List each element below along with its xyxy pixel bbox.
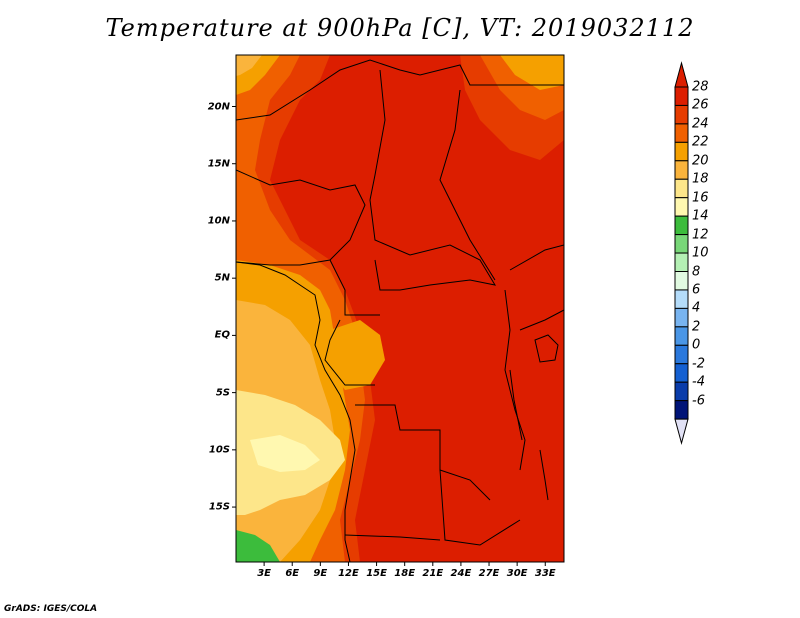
lon-tick-label: 30E bbox=[506, 568, 528, 579]
colorbar-segment bbox=[674, 123, 689, 143]
lat-ticks bbox=[232, 106, 236, 508]
colorbar-label: -6 bbox=[692, 393, 705, 409]
colorbar-label: -4 bbox=[692, 374, 705, 390]
map-frame bbox=[235, 54, 565, 563]
lon-tick-label: 21E bbox=[422, 568, 444, 579]
lat-tick-label: 15N bbox=[207, 158, 230, 170]
lat-tick-label: 15S bbox=[208, 501, 230, 513]
coastline-west bbox=[236, 261, 356, 562]
colorbar-label: 24 bbox=[692, 116, 709, 132]
lake-malawi bbox=[539, 449, 549, 501]
lake-victoria bbox=[534, 334, 559, 363]
colorbar-label: 28 bbox=[692, 79, 709, 95]
colorbar-segment bbox=[674, 307, 689, 328]
footer-credit: GrADS: IGES/COLA bbox=[4, 604, 98, 614]
colorbar-label: 0 bbox=[692, 337, 701, 353]
border-drc-angola bbox=[355, 404, 491, 501]
lake-tanganyika bbox=[509, 369, 523, 441]
colorbar-label: 22 bbox=[692, 134, 709, 150]
border-lines-north bbox=[236, 59, 564, 121]
colorbar-segment bbox=[674, 104, 689, 125]
colorbar-label: 18 bbox=[692, 171, 709, 187]
colorbar-segment bbox=[674, 178, 689, 199]
colorbar-segment bbox=[674, 271, 689, 291]
lat-tick-label: 20N bbox=[207, 101, 230, 112]
lon-tick-label: 24E bbox=[450, 568, 472, 579]
lon-tick-label: 3E bbox=[257, 568, 272, 579]
lon-ticks bbox=[263, 562, 546, 566]
colorbar-segment bbox=[674, 86, 689, 106]
lon-tick-label: 18E bbox=[394, 568, 416, 579]
lat-tick-label: EQ bbox=[214, 329, 230, 341]
border-gabon-congo bbox=[324, 319, 375, 386]
colorbar-label: 20 bbox=[692, 153, 709, 169]
colorbar-label: 26 bbox=[692, 97, 709, 113]
temperature-field bbox=[236, 55, 564, 562]
lon-tick-label: 6E bbox=[285, 568, 300, 579]
lon-tick-label: 27E bbox=[478, 568, 500, 579]
border-south bbox=[344, 534, 441, 541]
colorbar-label: 10 bbox=[692, 245, 709, 261]
colorbar-segment bbox=[674, 160, 689, 180]
colorbar-segment bbox=[674, 252, 689, 273]
lat-tick-label: 5S bbox=[215, 387, 230, 399]
border-drc-east bbox=[504, 289, 526, 471]
colorbar-segment bbox=[674, 344, 689, 365]
lon-tick-label: 15E bbox=[366, 568, 387, 579]
colorbar-label: 8 bbox=[692, 264, 701, 279]
colorbar-segment bbox=[674, 197, 689, 217]
lat-tick-label: 5N bbox=[214, 272, 230, 284]
colorbar-segment bbox=[674, 234, 689, 254]
lon-tick-label: 33E bbox=[534, 568, 556, 579]
border-angola-zambia bbox=[439, 469, 521, 546]
country-borders bbox=[236, 59, 564, 562]
map-title: Temperature at 900hPa [C], VT: 201903211… bbox=[105, 14, 695, 42]
border-chad-sudan bbox=[439, 89, 496, 281]
colorbar-segment bbox=[674, 141, 689, 162]
colorbar-bottom-triangle bbox=[674, 418, 689, 446]
colorbar-segment bbox=[674, 363, 689, 383]
colorbar-segment bbox=[674, 215, 689, 236]
colorbar-segment bbox=[674, 400, 689, 420]
colorbar-label: 4 bbox=[692, 300, 701, 316]
colorbar-segment bbox=[674, 289, 689, 309]
lat-tick-label: 10S bbox=[208, 444, 230, 456]
field-22-congo bbox=[330, 320, 385, 390]
colorbar-label: 12 bbox=[692, 227, 709, 243]
border-ethiopia bbox=[509, 244, 564, 271]
lon-tick-label: 12E bbox=[338, 568, 359, 579]
colorbar-label: -2 bbox=[692, 356, 705, 372]
field-20-north bbox=[236, 55, 262, 76]
colorbar-label: 14 bbox=[692, 208, 709, 224]
border-car bbox=[369, 199, 497, 291]
border-cameroon bbox=[329, 259, 380, 316]
colorbar-segment bbox=[674, 381, 689, 402]
field-22-north-east bbox=[500, 55, 564, 90]
colorbar-label: 16 bbox=[692, 190, 709, 206]
border-east-africa bbox=[519, 309, 564, 331]
colorbar-label: 6 bbox=[692, 282, 701, 298]
field-14-southwest bbox=[236, 530, 280, 562]
lat-tick-label: 10N bbox=[207, 215, 230, 227]
field-16-patch bbox=[250, 435, 320, 472]
lon-tick-label: 9E bbox=[313, 568, 328, 579]
border-nigeria bbox=[236, 169, 366, 266]
colorbar bbox=[674, 61, 689, 446]
colorbar-label: 2 bbox=[692, 319, 701, 335]
colorbar-segment bbox=[674, 326, 689, 346]
border-niger-chad bbox=[369, 69, 386, 201]
colorbar-top-triangle bbox=[674, 61, 689, 88]
